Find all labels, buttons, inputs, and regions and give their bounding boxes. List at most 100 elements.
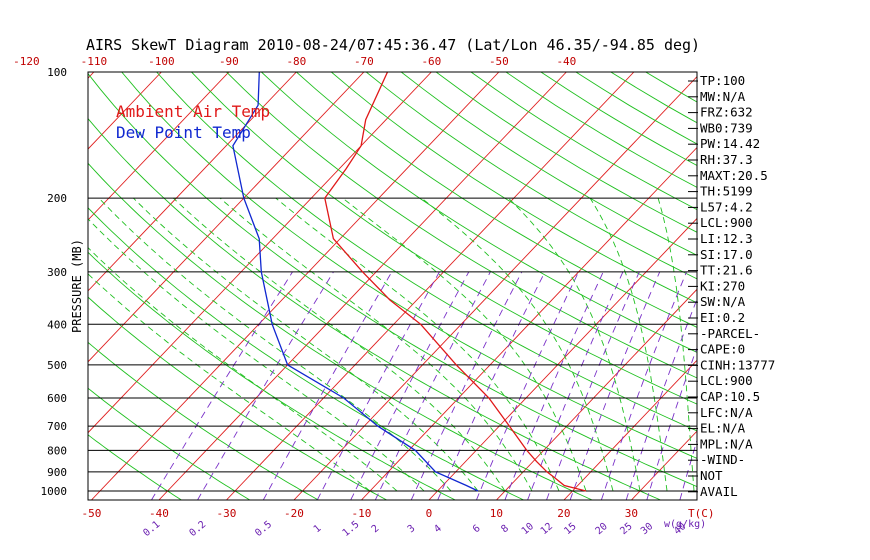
index-item: AVAIL — [700, 484, 738, 499]
pressure-tick-label: 800 — [47, 444, 67, 457]
index-item: SW:N/A — [700, 294, 746, 309]
index-item: EI:0.2 — [700, 310, 745, 325]
pressure-tick-label: 900 — [47, 466, 67, 479]
ambient-temp-line — [324, 72, 587, 492]
dry-adiabat-line — [296, 72, 697, 328]
pressure-tick-label: 500 — [47, 359, 67, 372]
moist-adiabat-line — [421, 197, 614, 492]
mixing-ratio-line — [646, 346, 697, 500]
dry-adiabat-line — [261, 72, 697, 353]
stability-indices-panel: TP:100MW:N/AFRZ:632WB0:739PW:14.42RH:37.… — [688, 73, 775, 499]
top-temperature-tick-label: -100 — [148, 55, 175, 68]
mixing-ratio-tick-label: 0.2 — [187, 519, 208, 539]
bottom-temperature-tick-label: -40 — [149, 507, 169, 520]
isotherm-line — [766, 72, 870, 500]
mixing-ratio-tick-label: 20 — [594, 521, 610, 537]
mixing-ratio-line — [527, 271, 624, 500]
mixing-ratio-lines — [151, 271, 697, 500]
mixing-ratio-tick-label: 3 — [406, 523, 418, 535]
dry-adiabat-line — [331, 72, 697, 304]
mixing-ratio-unit-label: w(g/kg) — [664, 519, 706, 530]
mixing-ratio-tick-label: 0.5 — [253, 519, 274, 539]
mixing-ratio-line — [504, 271, 604, 500]
dry-adiabat-line — [226, 72, 697, 379]
index-item: -WIND- — [700, 452, 745, 467]
moist-adiabat-line — [88, 273, 371, 492]
mixing-ratio-tick-label: 15 — [562, 521, 578, 537]
top-temperature-tick-label: -70 — [354, 55, 374, 68]
index-item: MPL:N/A — [700, 436, 753, 451]
pressure-tick-label: 700 — [47, 420, 67, 433]
moist-adiabat-line — [589, 197, 668, 492]
isotherm-line — [158, 72, 567, 500]
top-temperature-tick-label: -40 — [556, 55, 576, 68]
pressure-tick-label: 300 — [47, 266, 67, 279]
bottom-temperature-tick-label: -10 — [351, 507, 371, 520]
index-item: FRZ:632 — [700, 105, 753, 120]
mixing-ratio-line — [476, 271, 579, 500]
index-item: TP:100 — [700, 73, 745, 88]
moist-adiabat-line — [657, 197, 695, 492]
moist-adiabat-line — [275, 197, 560, 492]
mixing-ratio-tick-label: 2 — [370, 523, 382, 535]
mixing-ratio-tick-label: 1.5 — [341, 519, 362, 539]
mixing-ratio-tick-labels: 0.1 0.2 0.5 1 1.5 2 3 4 6 8 10 12 15 20 25 30 40 — [141, 519, 688, 539]
index-item: L57:4.2 — [700, 199, 753, 214]
index-item: TH:5199 — [700, 184, 753, 199]
index-item: KI:270 — [700, 278, 745, 293]
moist-adiabat-line — [98, 197, 452, 492]
dry-adiabat-line — [400, 72, 697, 256]
y-axis-label: PRESSURE (MB) — [70, 239, 84, 333]
index-item: MAXT:20.5 — [700, 168, 768, 183]
isotherm-lines — [88, 72, 870, 500]
isotherm-line — [88, 72, 162, 150]
bottom-temperature-tick-label: 0 — [426, 507, 433, 520]
isotherm-line — [88, 72, 297, 292]
mixing-ratio-line — [262, 271, 393, 500]
index-item: LFC:N/A — [700, 405, 753, 420]
isotherm-line — [91, 72, 500, 500]
mixing-ratio-tick-label: 4 — [432, 523, 444, 535]
bottom-temperature-tick-label: 20 — [557, 507, 570, 520]
mixing-ratio-line — [569, 271, 661, 500]
moist-adiabat-line — [88, 247, 398, 492]
index-item: EL:N/A — [700, 421, 746, 436]
mixing-ratio-tick-label: 6 — [471, 523, 483, 535]
mixing-ratio-line — [197, 271, 334, 500]
mixing-ratio-tick-label: 12 — [539, 521, 555, 537]
pressure-tick-label: 100 — [47, 66, 67, 79]
index-item: RH:37.3 — [700, 152, 753, 167]
mixing-ratio-tick-label: 8 — [499, 523, 511, 535]
index-item: NOT — [700, 468, 723, 483]
mixing-ratio-line — [600, 271, 687, 500]
bottom-temperature-tick-label: 10 — [490, 507, 503, 520]
isotherm-line — [88, 72, 230, 221]
isotherm-line — [88, 72, 432, 434]
index-item: -PARCEL- — [700, 326, 760, 341]
bottom-temperature-tick-label: -30 — [216, 507, 236, 520]
top-temperature-tick-label: -120 — [13, 55, 40, 68]
pressure-tick-label: 200 — [47, 192, 67, 205]
index-item: SI:17.0 — [700, 247, 753, 262]
mixing-ratio-line — [350, 271, 470, 500]
index-item: TT:21.6 — [700, 263, 753, 278]
plot-area — [88, 72, 870, 500]
isotherm-line — [226, 72, 635, 500]
isotherm-line — [834, 72, 870, 500]
mixing-ratio-line — [546, 271, 640, 500]
index-item: PW:14.42 — [700, 136, 760, 151]
legend-dewpoint: Dew Point Temp — [116, 123, 251, 142]
bottom-temperature-tick-label: -20 — [284, 507, 304, 520]
top-temperature-tick-label: -90 — [219, 55, 239, 68]
top-temperature-tick-label: -60 — [421, 55, 441, 68]
isotherm-line — [293, 75, 697, 500]
index-item: WB0:739 — [700, 120, 753, 135]
legend-ambient: Ambient Air Temp — [116, 102, 270, 121]
isotherm-line — [496, 288, 697, 500]
mixing-ratio-line — [316, 271, 440, 500]
index-item: MW:N/A — [700, 89, 746, 104]
mixing-ratio-tick-label: 1 — [312, 523, 324, 535]
chart-title: AIRS SkewT Diagram 2010-08-24/07:45:36.4… — [86, 36, 700, 54]
index-item: LCL:900 — [700, 215, 753, 230]
